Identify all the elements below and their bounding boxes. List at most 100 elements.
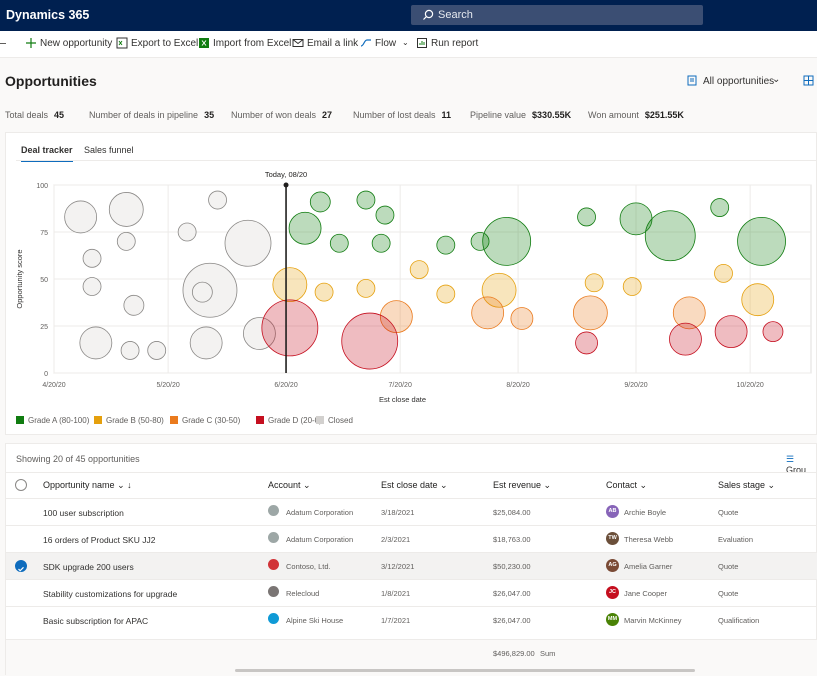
column-header-contact[interactable]: Contact ⌄ <box>606 480 647 491</box>
table-row[interactable]: Basic subscription for APAC Alpine Ski Ho… <box>6 606 817 633</box>
new-opportunity-label: New opportunity <box>40 38 113 49</box>
grid-view-icon[interactable] <box>803 75 814 86</box>
contact-cell[interactable]: Amelia Garner <box>624 562 673 571</box>
column-header-account[interactable]: Account ⌄ <box>268 480 311 491</box>
opportunity-name-cell[interactable]: 100 user subscription <box>43 508 124 518</box>
legend-swatch <box>316 416 324 424</box>
chevron-down-icon: ⌄ <box>402 38 409 47</box>
bubble-grade-b <box>314 282 334 302</box>
contact-cell[interactable]: Marvin McKinney <box>624 616 682 625</box>
email-a-link-label: Email a link <box>307 38 359 49</box>
opportunity-name-cell[interactable]: 16 orders of Product SKU JJ2 <box>43 535 156 545</box>
stat-label: Pipeline value <box>470 110 527 120</box>
stat-label: Total deals <box>5 110 49 120</box>
table-row[interactable]: 100 user subscription Adatum Corporation 3… <box>6 498 817 525</box>
contact-cell[interactable]: Theresa Webb <box>624 535 674 544</box>
contact-cell[interactable]: Archie Boyle <box>624 508 667 517</box>
column-label: Contact <box>606 480 638 490</box>
bubble-grade-b <box>481 272 517 308</box>
divider <box>6 472 817 473</box>
today-marker-label: Today, 08/20 <box>265 170 307 179</box>
column-label: Est revenue <box>493 480 542 490</box>
bubble-grade-closed <box>64 200 98 234</box>
est-close-date-cell: 1/7/2021 <box>381 616 411 625</box>
stat-label: Number of lost deals <box>353 110 436 120</box>
bubble-grade-b <box>622 277 642 296</box>
opportunity-name-cell[interactable]: SDK upgrade 200 users <box>43 562 134 572</box>
table-row[interactable]: 16 orders of Product SKU JJ2 Adatum Corpo… <box>6 525 817 552</box>
x-tick-label: 8/20/20 <box>506 382 529 389</box>
legend-label: Grade C (30-50) <box>182 416 241 425</box>
bubble-grade-d <box>341 312 399 370</box>
chevron-down-icon[interactable]: ⌄ <box>73 8 82 19</box>
opportunities-grid: Showing 20 of 45 opportunities ☰ Grou Op… <box>5 443 817 676</box>
bubble-grade-closed <box>208 190 227 210</box>
column-label: Est close date <box>381 480 438 490</box>
table-row[interactable]: Stability customizations for upgrade Rele… <box>6 579 817 606</box>
bubble-grade-closed <box>82 248 102 268</box>
horizontal-scrollbar[interactable] <box>235 669 695 672</box>
account-cell[interactable]: Adatum Corporation <box>286 508 354 517</box>
chevron-down-icon: ⌄ <box>772 74 781 85</box>
collapse-handle[interactable] <box>0 43 6 44</box>
x-tick-label: 10/20/20 <box>737 382 764 389</box>
bubble-grade-a <box>288 211 322 245</box>
bubble-grade-a <box>329 233 349 253</box>
bubble-grade-d <box>575 331 598 355</box>
table-row[interactable]: SDK upgrade 200 users Contoso, Ltd. 3/12/2… <box>6 552 817 579</box>
account-icon <box>268 586 279 597</box>
tab-deal-tracker[interactable]: Deal tracker <box>21 145 73 162</box>
bubble-grade-b <box>741 283 775 317</box>
est-revenue-cell: $26,047.00 <box>493 589 531 598</box>
chevron-down-icon: ⌄ <box>639 480 648 490</box>
bubble-grade-closed <box>108 192 144 227</box>
legend-swatch <box>94 416 102 424</box>
stat-value: $251.55K <box>644 110 684 120</box>
account-cell[interactable]: Alpine Ski House <box>286 616 344 625</box>
y-axis-label: Opportunity score <box>15 249 24 308</box>
x-tick-label: 9/20/20 <box>624 382 647 389</box>
x-axis-label: Est close date <box>379 395 426 404</box>
x-tick-label: 5/20/20 <box>156 382 179 389</box>
stat-label: Number of deals in pipeline <box>89 110 199 120</box>
export-to-excel-label: Export to Excel <box>131 38 199 49</box>
bubble-grade-c <box>510 307 534 330</box>
column-header-sales-stage[interactable]: Sales stage ⌄ <box>718 480 775 491</box>
opportunity-name-cell[interactable]: Basic subscription for APAC <box>43 616 149 626</box>
column-header-est-close-date[interactable]: Est close date ⌄ <box>381 480 448 491</box>
stat-pipeline-value: Pipeline value $330.55K <box>470 110 571 120</box>
bubble-grade-a <box>482 217 532 266</box>
y-tick-label: 50 <box>40 277 48 284</box>
view-icon <box>687 75 697 86</box>
bubble-grade-closed <box>116 232 136 251</box>
legend-label: Closed <box>328 416 353 425</box>
stat-lost-deals: Number of lost deals 11 <box>353 110 451 120</box>
account-cell[interactable]: Adatum Corporation <box>286 535 354 544</box>
tab-sales-funnel[interactable]: Sales funnel <box>84 145 134 155</box>
account-cell[interactable]: Relecloud <box>286 589 320 598</box>
account-icon <box>268 505 279 516</box>
group-by-button[interactable]: ☰ Grou <box>786 454 816 475</box>
avatar: AG <box>606 559 619 572</box>
app-title[interactable]: Dynamics 365 <box>6 8 90 22</box>
contact-cell[interactable]: Jane Cooper <box>624 589 667 598</box>
search-input[interactable]: Search <box>411 5 703 25</box>
row-checkbox[interactable] <box>15 560 27 572</box>
bubble-grade-b <box>436 284 456 304</box>
excel-export-icon <box>116 37 128 49</box>
stat-deals-in-pipeline: Number of deals in pipeline 35 <box>89 110 214 120</box>
bubble-grade-b <box>272 267 308 303</box>
excel-import-icon <box>199 38 209 48</box>
opportunity-name-cell[interactable]: Stability customizations for upgrade <box>43 589 178 599</box>
command-bar: New opportunity Export to Excel Import f… <box>0 31 817 58</box>
chevron-down-icon: ⌄ <box>117 480 125 490</box>
column-header-opportunity-name[interactable]: Opportunity name ⌄ ↓ <box>43 480 132 491</box>
bubble-grade-c <box>572 295 608 331</box>
bubble-grade-b <box>356 279 376 298</box>
search-placeholder: Search <box>438 9 473 21</box>
column-header-est-revenue[interactable]: Est revenue ⌄ <box>493 480 551 491</box>
stat-value: $330.55K <box>532 110 572 120</box>
select-all-checkbox[interactable] <box>15 479 27 491</box>
legend-label: Grade A (80-100) <box>28 416 90 425</box>
account-cell[interactable]: Contoso, Ltd. <box>286 562 331 571</box>
